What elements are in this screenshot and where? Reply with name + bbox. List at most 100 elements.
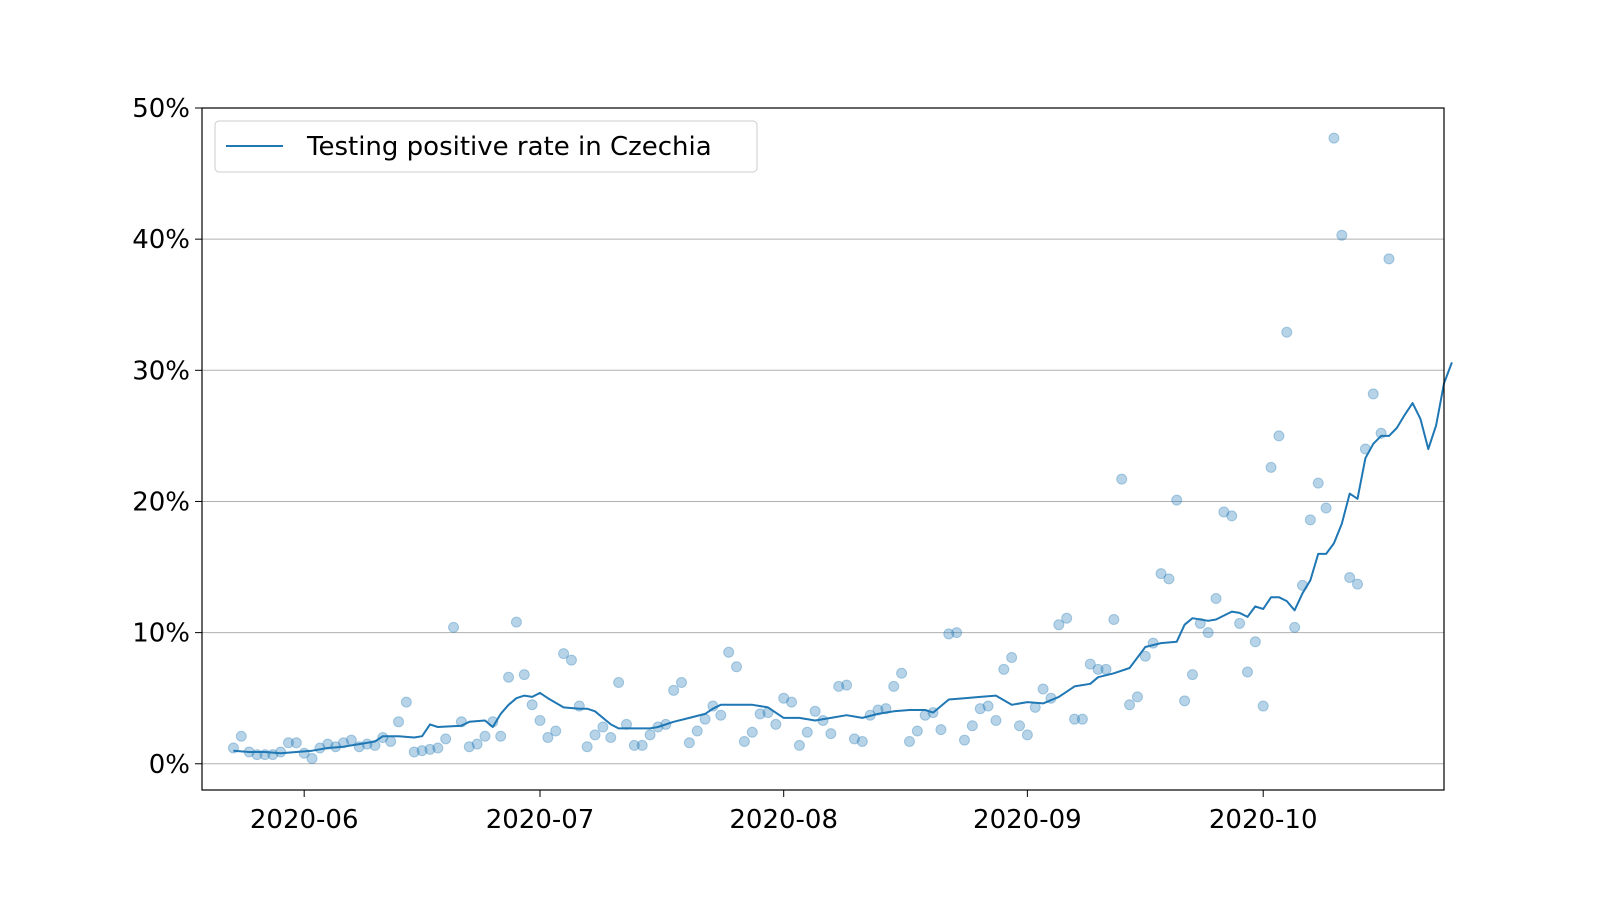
scatter-series [227, 132, 1395, 765]
scatter-point [1312, 477, 1324, 489]
scatter-point [495, 730, 507, 742]
scatter-point [778, 692, 790, 704]
scatter-point [1053, 619, 1065, 631]
scatter-point [974, 703, 986, 715]
scatter-point [534, 714, 546, 726]
scatter-point [400, 696, 412, 708]
scatter-point [377, 732, 389, 744]
scatter-point [628, 739, 640, 751]
scatter-point [1084, 658, 1096, 670]
scatter-point [597, 721, 609, 733]
scatter-point [275, 746, 287, 758]
scatter-point [1210, 593, 1222, 605]
scatter-point [982, 700, 994, 712]
scatter-point [416, 745, 428, 757]
scatter-point [542, 732, 554, 744]
scatter-point [1281, 326, 1293, 338]
scatter-point [841, 679, 853, 691]
scatter-point [966, 720, 978, 732]
scatter-point [731, 661, 743, 673]
x-tick-label: 2020-10 [1209, 805, 1318, 835]
scatter-point [1014, 720, 1026, 732]
scatter-point [793, 739, 805, 751]
scatter-point [1226, 510, 1238, 522]
scatter-point [848, 733, 860, 745]
scatter-point [408, 746, 420, 758]
scatter-point [235, 730, 247, 742]
x-tick-label: 2020-08 [729, 805, 838, 835]
scatter-point [676, 676, 688, 688]
scatter-point [935, 724, 947, 736]
scatter-point [1218, 506, 1230, 518]
legend: Testing positive rate in Czechia [214, 120, 758, 173]
scatter-point [801, 726, 813, 738]
scatter-point [1155, 568, 1167, 580]
scatter-point [896, 667, 908, 679]
x-tick-label: 2020-09 [973, 805, 1082, 835]
scatter-point [565, 654, 577, 666]
scatter-point [958, 734, 970, 746]
scatter-point [1320, 502, 1332, 514]
scatter-point [691, 725, 703, 737]
scatter-point [786, 696, 798, 708]
y-tick-label: 10% [132, 619, 190, 649]
scatter-point [589, 729, 601, 741]
y-tick-label: 50% [132, 94, 190, 124]
scatter-point [605, 732, 617, 744]
scatter-point [1352, 578, 1364, 590]
scatter-point [581, 741, 593, 753]
scatter-point [1171, 494, 1183, 506]
scatter-point [1336, 229, 1348, 241]
scatter-point [715, 709, 727, 721]
scatter-point [825, 728, 837, 740]
scatter-point [723, 646, 735, 658]
scatter-point [1249, 636, 1261, 648]
scatter-point [518, 669, 530, 681]
scatter-point [1037, 683, 1049, 695]
scatter-point [903, 735, 915, 747]
scatter-point [1163, 573, 1175, 585]
scatter-point [1076, 713, 1088, 725]
y-tick-label: 30% [132, 356, 190, 386]
scatter-point [1367, 388, 1379, 400]
scatter-point [613, 676, 625, 688]
scatter-point [290, 737, 302, 749]
scatter-point [998, 663, 1010, 675]
scatter-point [1006, 652, 1018, 664]
scatter-point [1304, 514, 1316, 526]
scatter-point [911, 725, 923, 737]
y-axis: 0% 10% 20% 30% 40% 50% [132, 94, 202, 780]
scatter-point [770, 718, 782, 730]
scatter-point [620, 718, 632, 730]
scatter-point [1092, 663, 1104, 675]
scatter-point [1061, 612, 1073, 624]
scatter-point [1257, 700, 1269, 712]
scatter-point [668, 684, 680, 696]
scatter-point [1383, 253, 1395, 265]
scatter-point [1179, 695, 1191, 707]
scatter-point [1328, 132, 1340, 144]
scatter-point [432, 742, 444, 754]
scatter-point [1116, 473, 1128, 485]
scatter-point [1186, 669, 1198, 681]
scatter-point [510, 616, 522, 628]
scatter-point [1021, 729, 1033, 741]
scatter-point [636, 739, 648, 751]
scatter-point [526, 699, 538, 711]
scatter-point [1124, 699, 1136, 711]
scatter-point [393, 716, 405, 728]
scatter-point [683, 737, 695, 749]
scatter-point [943, 628, 955, 640]
scatter-point [1202, 627, 1214, 639]
plot-frame [201, 107, 1445, 791]
scatter-point [888, 680, 900, 692]
scatter-point [990, 714, 1002, 726]
scatter-point [385, 735, 397, 747]
scatter-point [754, 708, 766, 720]
scatter-point [951, 627, 963, 639]
x-tick-label: 2020-06 [250, 805, 359, 835]
scatter-point [1131, 691, 1143, 703]
y-tick-label: 0% [149, 750, 190, 780]
x-axis: 2020-06 2020-07 2020-08 2020-09 2020-10 [250, 790, 1318, 835]
